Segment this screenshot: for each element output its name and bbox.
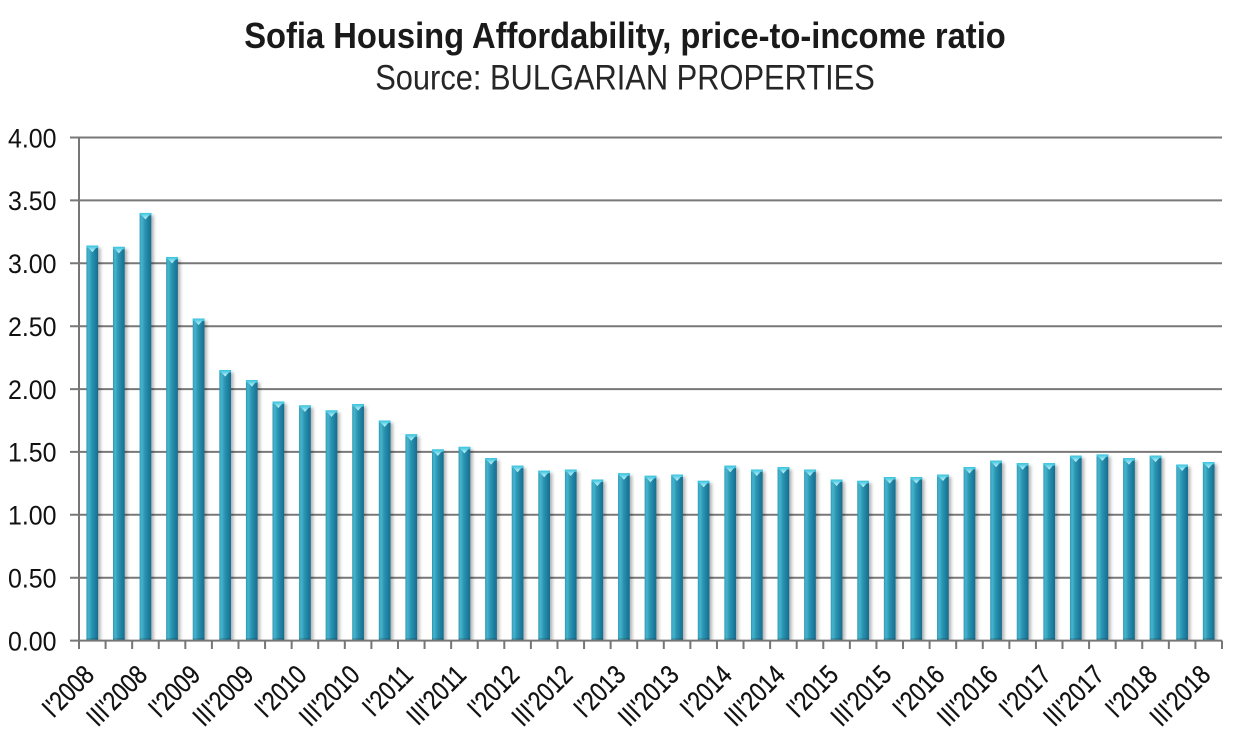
svg-text:1.00: 1.00 — [8, 500, 56, 531]
svg-text:0.00: 0.00 — [8, 625, 56, 656]
svg-text:2.00: 2.00 — [8, 374, 56, 405]
svg-text:1.50: 1.50 — [8, 437, 56, 468]
svg-text:Source: BULGARIAN PROPERTIES: Source: BULGARIAN PROPERTIES — [375, 58, 875, 97]
svg-text:3.50: 3.50 — [8, 185, 56, 216]
svg-text:4.00: 4.00 — [8, 122, 56, 153]
svg-text:0.50: 0.50 — [8, 563, 56, 594]
svg-text:Sofia Housing Affordability, p: Sofia Housing Affordability, price-to-in… — [244, 17, 1006, 57]
svg-text:2.50: 2.50 — [8, 311, 56, 342]
svg-text:3.00: 3.00 — [8, 248, 56, 279]
